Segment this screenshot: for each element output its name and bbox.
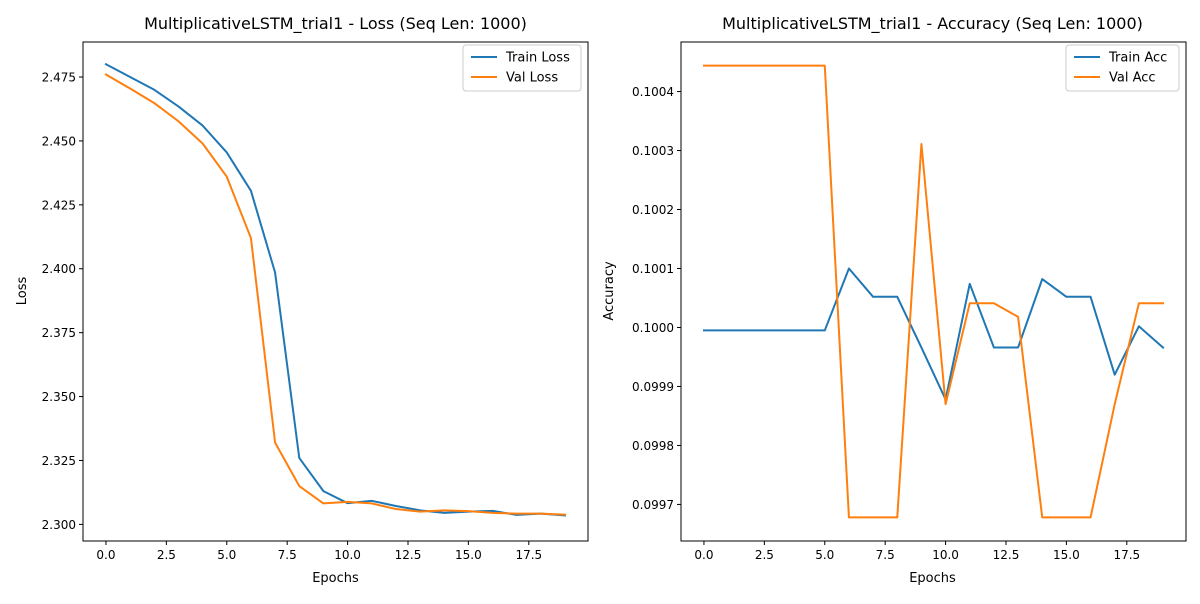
loss-y-tick-label: 2.450 [42, 134, 76, 148]
loss-y-tick-label: 2.350 [42, 390, 76, 404]
loss-x-tick-label: 12.5 [395, 548, 422, 562]
accuracy-y-tick-label: 0.0998 [632, 439, 674, 453]
loss-y-tick-label: 2.475 [42, 71, 76, 85]
accuracy-x-tick-label: 10.0 [932, 548, 959, 562]
accuracy-x-tick-label: 0.0 [694, 548, 713, 562]
accuracy-legend-train-label: Train Acc [1108, 51, 1167, 66]
accuracy-series-val-acc-line [702, 64, 1165, 519]
loss-y-tick-label: 2.425 [42, 198, 76, 212]
accuracy-y-tick-label: 0.0999 [632, 380, 674, 394]
loss-x-axis-label: Epochs [312, 571, 359, 586]
accuracy-y-tick-label: 0.1000 [632, 321, 674, 335]
loss-y-tick-label: 2.375 [42, 326, 76, 340]
loss-chart-title: MultiplicativeLSTM_trial1 - Loss (Seq Le… [144, 14, 527, 34]
loss-legend: Train Loss Val Loss [462, 44, 582, 92]
accuracy-plot-frame [680, 41, 1187, 542]
loss-y-axis-label: Loss [15, 277, 30, 306]
accuracy-x-tick-label: 2.5 [755, 548, 774, 562]
loss-legend-val-label: Val Loss [506, 71, 558, 86]
accuracy-x-tick-label: 15.0 [1053, 548, 1080, 562]
accuracy-y-tick-label: 0.1002 [632, 203, 674, 217]
loss-chart: MultiplicativeLSTM_trial1 - Loss (Seq Le… [15, 14, 589, 586]
accuracy-y-tick-label: 0.1003 [632, 144, 674, 158]
loss-y-tick-label: 2.325 [42, 454, 76, 468]
loss-x-tick-label: 17.5 [515, 548, 542, 562]
accuracy-chart-title: MultiplicativeLSTM_trial1 - Accuracy (Se… [722, 14, 1143, 34]
accuracy-series-train-acc-line [702, 267, 1165, 401]
accuracy-legend: Train Acc Val Acc [1065, 44, 1180, 92]
accuracy-x-tick-label: 5.0 [815, 548, 834, 562]
accuracy-y-tick-label: 0.0997 [632, 498, 674, 512]
accuracy-x-axis-label: Epochs [909, 571, 956, 586]
accuracy-axis-ticks: 0.0 2.5 5.0 7.5 10.0 12.5 15.0 17.5 0.0997 0.0998… [632, 85, 1140, 562]
loss-x-tick-label: 7.5 [278, 548, 297, 562]
accuracy-x-tick-label: 17.5 [1113, 548, 1140, 562]
loss-x-tick-label: 5.0 [217, 548, 236, 562]
accuracy-x-tick-label: 12.5 [993, 548, 1020, 562]
accuracy-chart: MultiplicativeLSTM_trial1 - Accuracy (Se… [602, 14, 1187, 586]
loss-axis-ticks: 0.0 2.5 5.0 7.5 10.0 12.5 15.0 17.5 2.300 2.325 2.… [42, 71, 543, 562]
accuracy-legend-val-label: Val Acc [1109, 71, 1156, 86]
accuracy-x-tick-label: 7.5 [876, 548, 895, 562]
loss-y-tick-label: 2.400 [42, 262, 76, 276]
loss-x-tick-label: 0.0 [96, 548, 115, 562]
accuracy-y-axis-label: Accuracy [602, 261, 617, 321]
loss-y-tick-label: 2.300 [42, 518, 76, 532]
loss-series-train-loss-line [104, 62, 567, 517]
accuracy-y-tick-label: 0.1001 [632, 262, 674, 276]
loss-series-val-loss-line [104, 73, 567, 516]
loss-x-tick-label: 10.0 [334, 548, 361, 562]
loss-x-tick-label: 15.0 [455, 548, 482, 562]
loss-x-tick-label: 2.5 [157, 548, 176, 562]
loss-series-group [104, 62, 567, 517]
loss-plot-frame [82, 41, 589, 542]
accuracy-y-tick-label: 0.1004 [632, 85, 674, 99]
loss-legend-train-label: Train Loss [505, 51, 570, 66]
accuracy-series-group [702, 64, 1165, 519]
